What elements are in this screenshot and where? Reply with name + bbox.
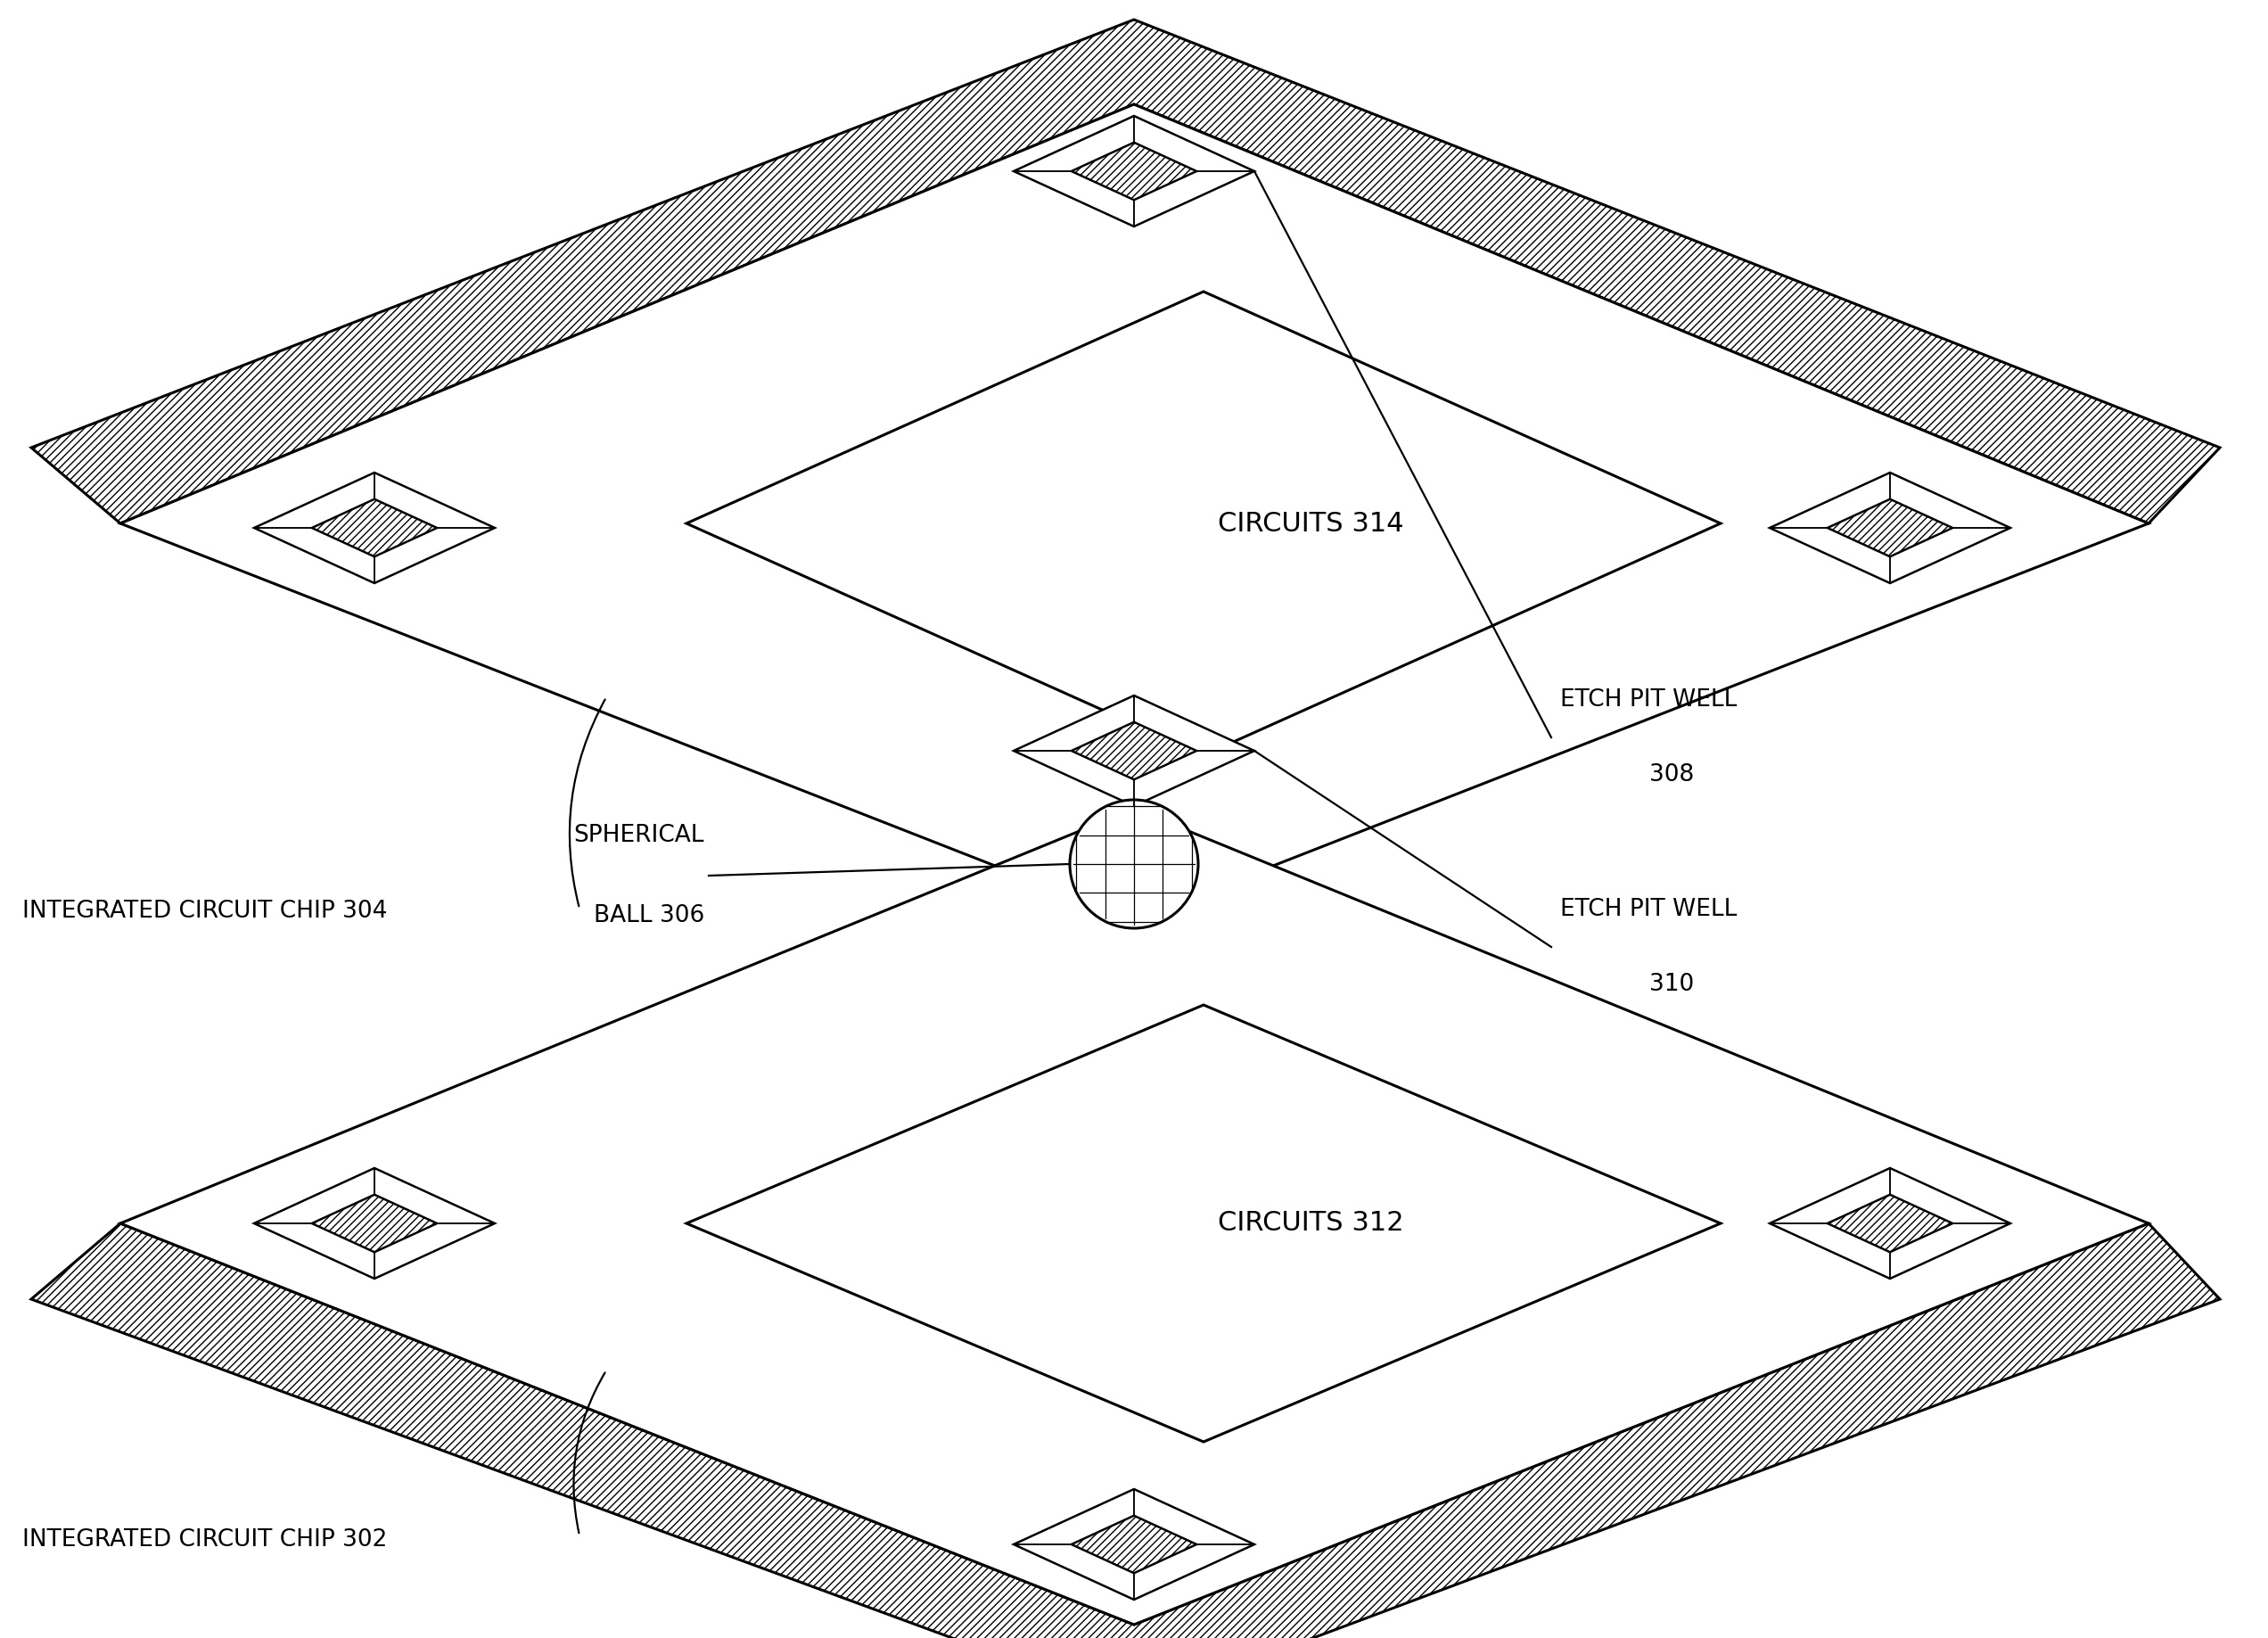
Polygon shape	[313, 1194, 438, 1251]
Circle shape	[1070, 799, 1198, 929]
Polygon shape	[120, 105, 2148, 921]
Text: INTEGRATED CIRCUIT CHIP 302: INTEGRATED CIRCUIT CHIP 302	[23, 1528, 388, 1551]
Text: 310: 310	[1649, 973, 1694, 996]
Polygon shape	[254, 1168, 494, 1279]
Polygon shape	[120, 809, 2148, 1625]
Text: 308: 308	[1649, 763, 1694, 786]
Text: SPHERICAL: SPHERICAL	[574, 824, 705, 847]
Polygon shape	[32, 1224, 2220, 1638]
Polygon shape	[1769, 473, 2009, 583]
Polygon shape	[1769, 1168, 2009, 1279]
Polygon shape	[1014, 696, 1254, 806]
Text: ETCH PIT WELL: ETCH PIT WELL	[1560, 898, 1737, 921]
Text: INTEGRATED CIRCUIT CHIP 304: INTEGRATED CIRCUIT CHIP 304	[23, 899, 388, 922]
Polygon shape	[1828, 500, 1953, 557]
Polygon shape	[254, 473, 494, 583]
Polygon shape	[1070, 722, 1198, 780]
Text: CIRCUITS 314: CIRCUITS 314	[1218, 511, 1404, 536]
Text: ETCH PIT WELL: ETCH PIT WELL	[1560, 688, 1737, 711]
Polygon shape	[1828, 1194, 1953, 1251]
Polygon shape	[1070, 143, 1198, 200]
Text: CIRCUITS 312: CIRCUITS 312	[1218, 1210, 1404, 1237]
Text: BALL 306: BALL 306	[594, 904, 705, 927]
Polygon shape	[1014, 1489, 1254, 1600]
Polygon shape	[1070, 1515, 1198, 1572]
Polygon shape	[1014, 116, 1254, 226]
Polygon shape	[313, 500, 438, 557]
Polygon shape	[32, 20, 2220, 524]
